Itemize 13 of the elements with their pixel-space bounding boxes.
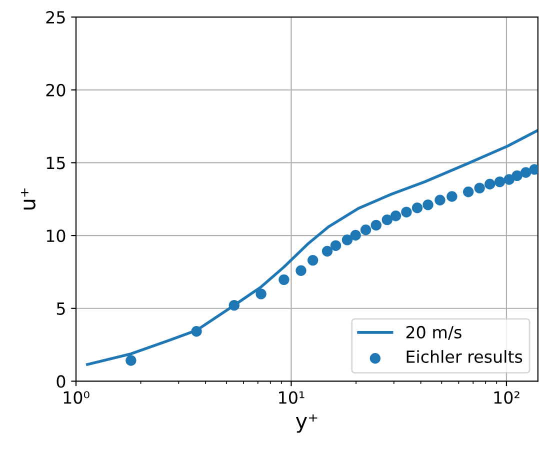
x-axis-title: y⁺ [296,414,318,433]
x-tick-label: 10⁰ [64,391,90,404]
y-axis-title: u⁺ [21,188,36,210]
y-tick-label: 15 [46,156,65,170]
y-tick-label: 0 [56,375,66,388]
legend-label: 20 m/s [406,326,462,340]
y-tick-label: 5 [56,302,65,315]
x-tick-label: 10¹ [279,391,304,404]
y-tick-label: 20 [46,84,66,96]
y-tick-label: 10 [46,230,66,242]
legend-label: Eichler results [406,350,522,363]
x-tick-label: 10² [494,391,520,404]
y-tick-label: 25 [46,11,65,24]
